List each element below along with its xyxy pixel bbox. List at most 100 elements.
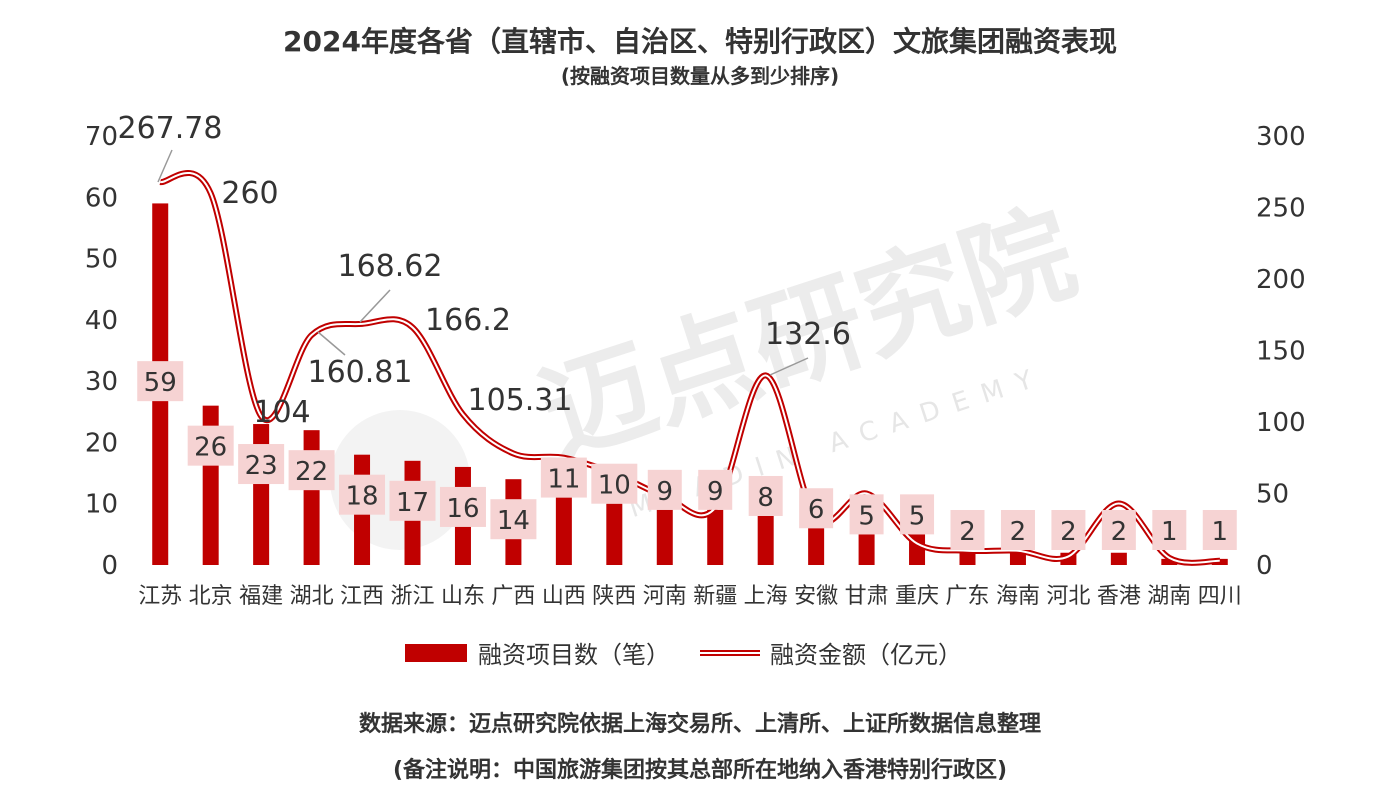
bar-value-label-bg	[1000, 510, 1035, 550]
bar-value-label-bg	[1202, 510, 1237, 550]
bar-value-label-bg	[1051, 510, 1086, 550]
bar-value-label: 17	[396, 488, 429, 518]
bar-value-label: 11	[547, 465, 580, 495]
bar	[656, 509, 673, 565]
bar-value-label-bg	[950, 510, 985, 550]
amount-label-leader	[359, 289, 391, 323]
bar-value-label-bg	[339, 474, 386, 515]
x-category-label: 上海	[744, 584, 788, 609]
bar	[606, 503, 623, 565]
x-category-label: 湖南	[1147, 584, 1191, 609]
y-left-tick-label: 0	[101, 551, 118, 581]
bar-value-label-bg	[647, 469, 682, 510]
amount-line-center	[160, 171, 1220, 564]
x-category-label: 北京	[189, 584, 233, 609]
bar-value-label: 8	[757, 483, 774, 513]
x-category-label: 安徽	[794, 584, 838, 609]
bar-value-label: 14	[497, 506, 530, 536]
chart-subtitle: (按融资项目数量从多到少排序)	[560, 64, 840, 88]
x-category-label: 福建	[239, 584, 283, 609]
bar	[858, 534, 875, 565]
bar-value-label-bg	[490, 499, 537, 540]
bar-value-label: 2	[1060, 517, 1077, 547]
x-category-label: 香港	[1097, 584, 1141, 609]
bar-value-label-bg	[748, 475, 783, 516]
bar-value-label-bg	[591, 463, 638, 504]
y-right-tick-label: 300	[1256, 122, 1306, 152]
x-category-label: 甘肃	[845, 584, 889, 609]
amount-value-label: 267.78	[118, 111, 223, 146]
bar-value-label: 2	[1010, 517, 1027, 547]
bar	[1211, 558, 1228, 565]
bar-value-label: 2	[1111, 517, 1128, 547]
bar-value-label: 23	[245, 451, 278, 481]
bar-value-label: 1	[1211, 517, 1228, 547]
legend-bar-label: 融资项目数（笔）	[478, 641, 670, 669]
amount-value-label: 104	[253, 395, 310, 430]
y-left-tick-label: 40	[85, 306, 118, 336]
bar-value-label-bg	[799, 488, 834, 529]
x-category-label: 陕西	[592, 584, 636, 609]
y-left-tick-label: 10	[85, 490, 118, 520]
amount-label-leader	[157, 149, 173, 183]
bar-value-label-bg	[540, 457, 587, 498]
y-right-tick-label: 250	[1256, 194, 1306, 224]
amount-value-label: 260	[221, 176, 278, 211]
x-category-label: 四川	[1198, 584, 1242, 609]
x-category-label: 广东	[945, 584, 989, 609]
x-category-label: 河南	[643, 584, 687, 609]
bar-value-label: 10	[598, 471, 631, 501]
bar-value-label: 1	[1161, 517, 1178, 547]
amount-value-label: 168.62	[338, 249, 443, 284]
chart-title: 2024年度各省（直辖市、自治区、特别行政区）文旅集团融资表现	[283, 25, 1117, 58]
bar-value-label-bg	[439, 486, 486, 527]
y-right-tick-label: 200	[1256, 265, 1306, 295]
x-category-label: 江西	[340, 584, 384, 609]
y-left-tick-label: 70	[85, 122, 118, 152]
amount-value-label: 166.2	[425, 303, 511, 338]
y-right-tick-label: 50	[1256, 480, 1289, 510]
amount-label-leader	[317, 331, 346, 356]
bar-value-label-bg	[698, 469, 733, 510]
bar-value-label: 16	[446, 494, 479, 524]
y-left-tick-label: 20	[85, 428, 118, 458]
bar-value-label: 9	[656, 477, 673, 507]
bar-value-label: 5	[858, 501, 875, 531]
x-category-label: 山东	[441, 584, 485, 609]
remark-note: (备注说明：中国旅游集团按其总部所在地纳入香港特别行政区)	[392, 758, 1008, 783]
bar	[1009, 552, 1026, 565]
y-left-tick-label: 60	[85, 183, 118, 213]
x-category-label: 山西	[542, 584, 586, 609]
bar-value-label-bg	[238, 444, 285, 485]
x-category-label: 广西	[491, 584, 535, 609]
x-category-label: 海南	[996, 584, 1040, 609]
x-category-label: 重庆	[895, 584, 939, 609]
x-category-label: 湖北	[290, 584, 334, 609]
y-left-tick-label: 30	[85, 367, 118, 397]
legend-bar-swatch	[405, 644, 467, 662]
amount-value-label: 105.31	[468, 383, 573, 418]
bar-value-label: 5	[909, 501, 926, 531]
bar	[1110, 552, 1127, 565]
y-right-tick-label: 100	[1256, 408, 1306, 438]
bar-value-label: 26	[194, 433, 227, 463]
bar-value-label-bg	[288, 450, 335, 491]
x-category-label: 新疆	[693, 584, 737, 609]
y-right-tick-label: 150	[1256, 337, 1306, 367]
source-note: 数据来源：迈点研究院依据上海交易所、上清所、上证所数据信息整理	[358, 712, 1041, 737]
bar-value-label: 2	[959, 517, 976, 547]
bar-value-label: 22	[295, 457, 328, 487]
amount-value-label: 160.81	[308, 355, 413, 390]
x-category-label: 河北	[1046, 584, 1090, 609]
bar-value-label-bg	[1101, 510, 1136, 550]
x-category-label: 浙江	[390, 584, 434, 609]
y-left-tick-label: 50	[85, 245, 118, 275]
bar-value-label: 59	[144, 368, 177, 398]
bar-value-label-bg	[187, 425, 234, 466]
bar	[707, 509, 724, 565]
legend-line-label: 融资金额（亿元）	[770, 641, 962, 669]
bar	[959, 552, 976, 565]
bar	[808, 528, 825, 565]
bar-value-label: 6	[808, 495, 825, 525]
